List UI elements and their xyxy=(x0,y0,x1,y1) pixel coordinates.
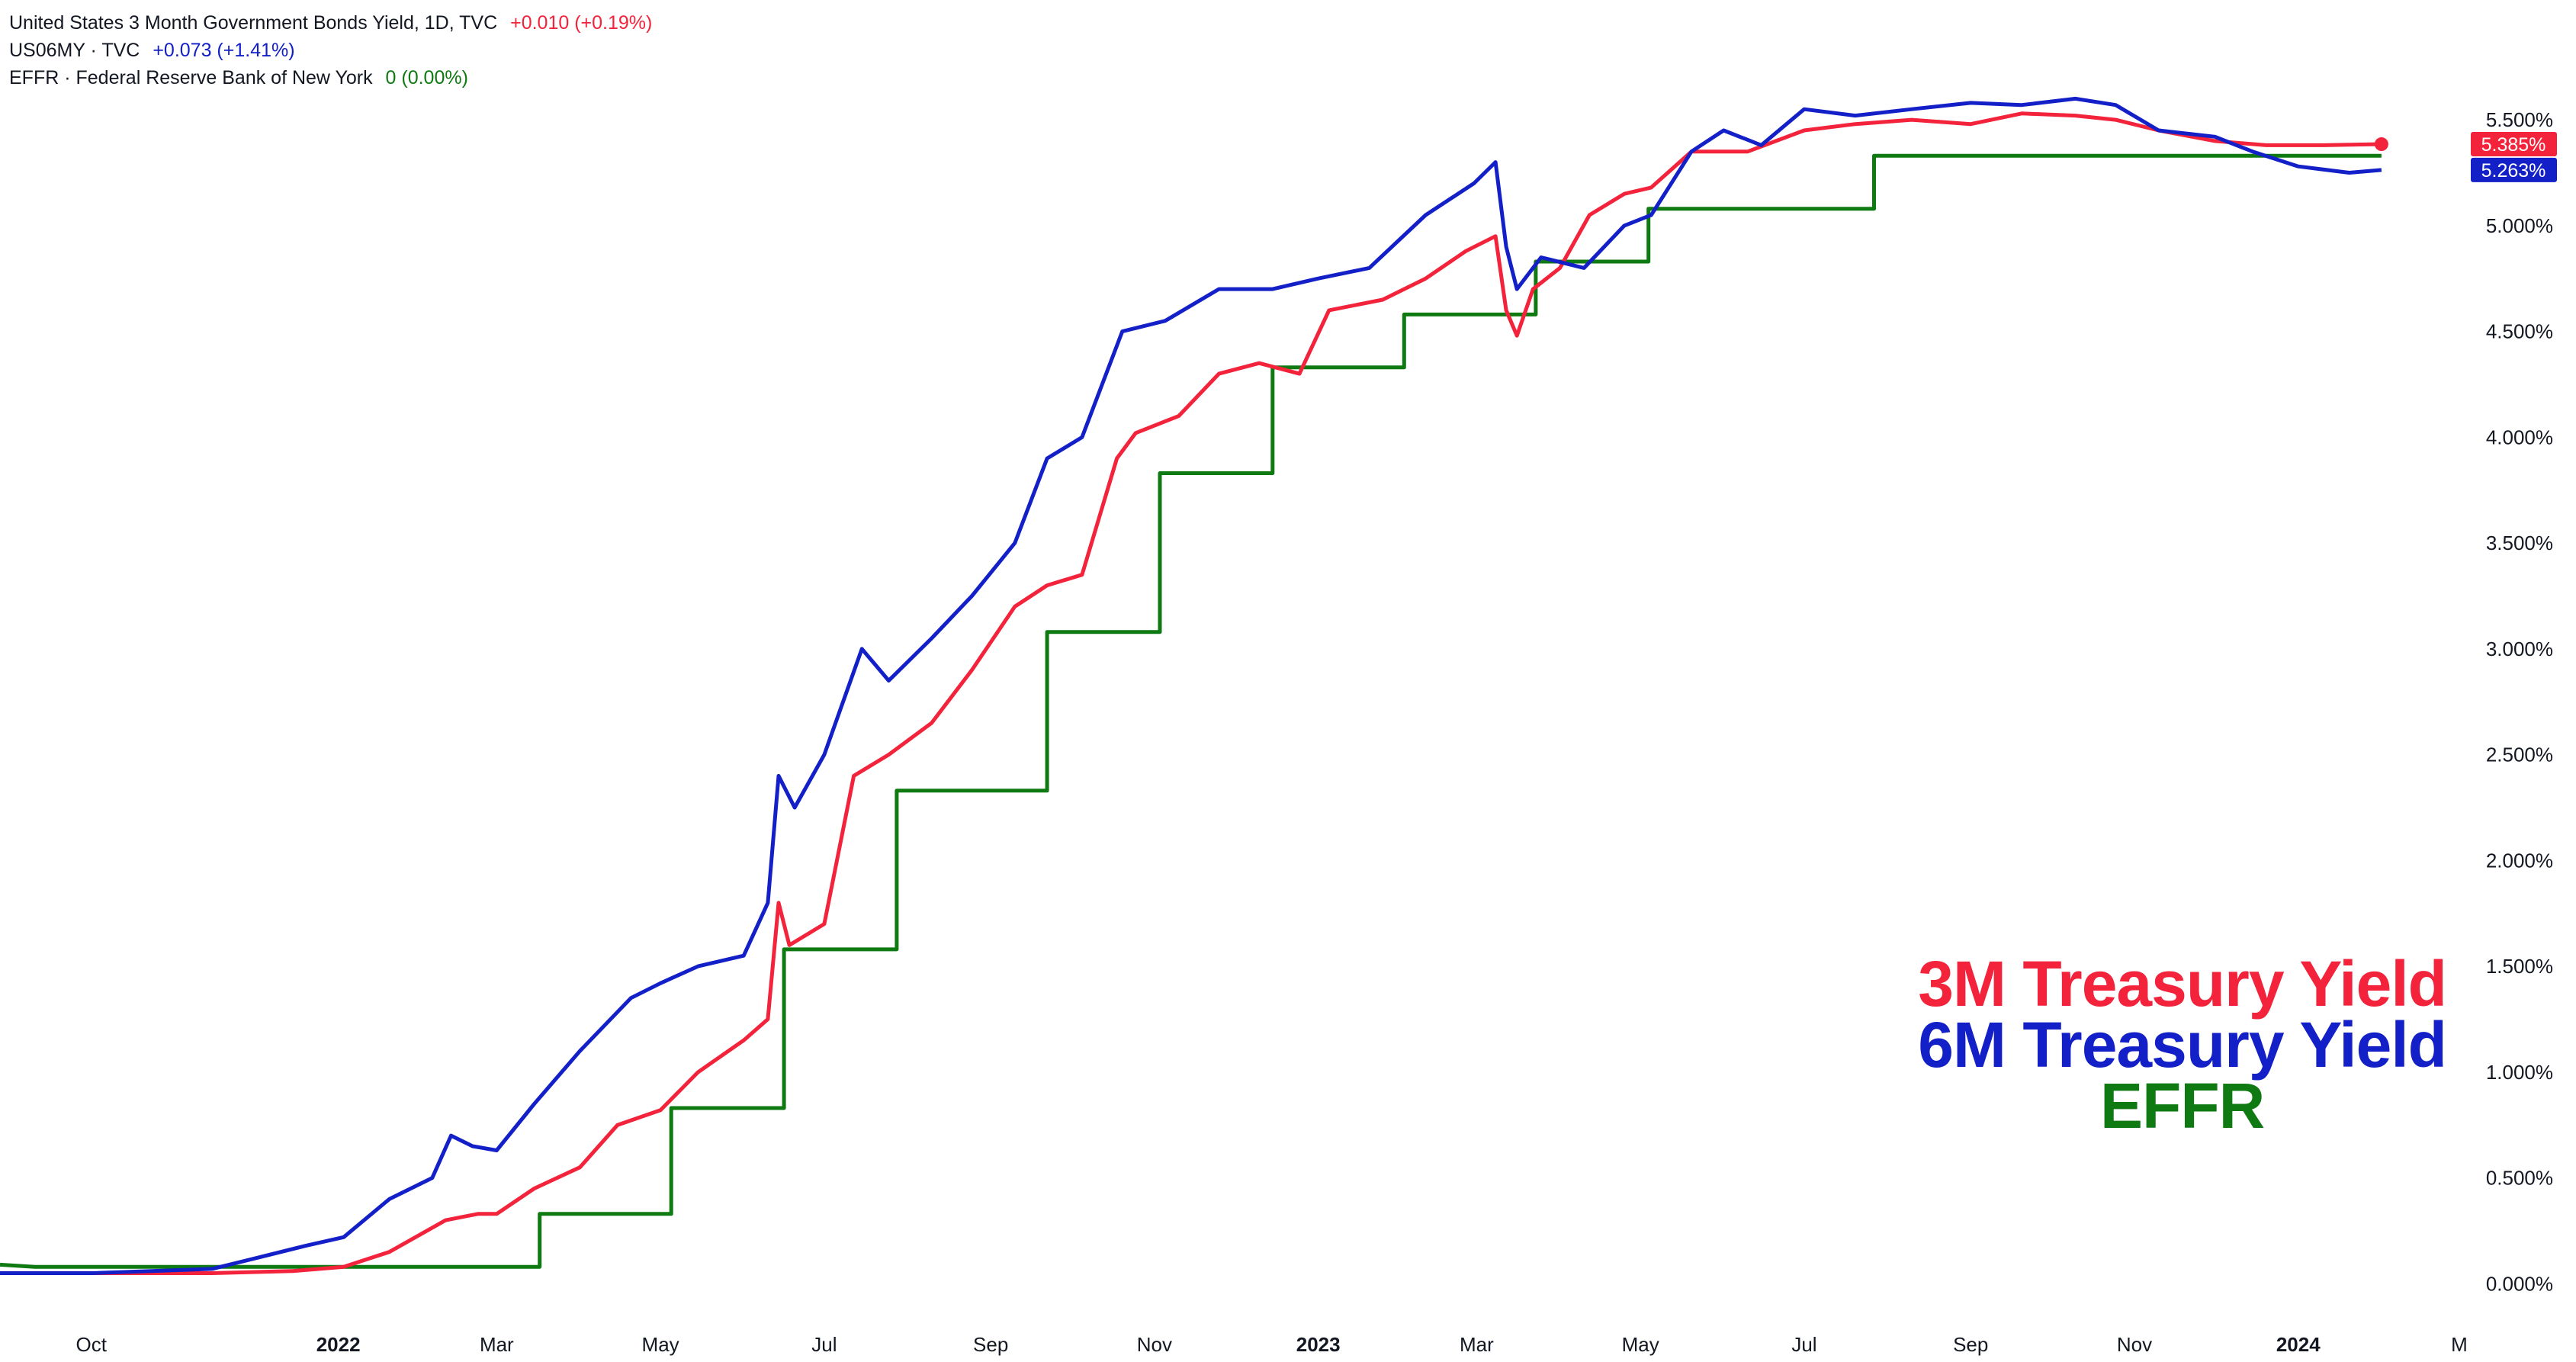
legend-change-3m: +0.010 (+0.19%) xyxy=(510,12,653,34)
price-badge-label-0: 5.385% xyxy=(2481,134,2546,156)
x-tick-label: Sep xyxy=(973,1333,1008,1356)
x-tick-label: Mar xyxy=(1460,1333,1494,1356)
y-tick-label: 5.000% xyxy=(2486,214,2553,237)
title-6m: 6M Treasury Yield xyxy=(1918,1009,2447,1081)
x-tick-label: Jul xyxy=(1791,1333,1816,1356)
x-tick-label: M xyxy=(2451,1333,2468,1356)
legend-change-effr: 0 (0.00%) xyxy=(385,67,468,88)
legend-row-effr[interactable]: EFFR · Federal Reserve Bank of New York … xyxy=(9,64,660,92)
y-tick-label: 1.000% xyxy=(2486,1061,2553,1084)
y-tick-label: 4.500% xyxy=(2486,320,2553,343)
x-tick-label: Mar xyxy=(480,1333,514,1356)
x-tick-label: 2022 xyxy=(316,1333,361,1356)
y-tick-label: 4.000% xyxy=(2486,426,2553,448)
series-layer xyxy=(0,96,2388,1275)
x-tick-label: 2024 xyxy=(2276,1333,2321,1356)
x-tick-label: May xyxy=(1622,1333,1659,1356)
y-tick-label: 3.000% xyxy=(2486,638,2553,660)
y-tick-label: 5.500% xyxy=(2486,108,2553,131)
price-badge-1 xyxy=(2471,157,2557,182)
series-title-block: 3M Treasury Yield 6M Treasury Yield EFFR xyxy=(1918,948,2447,1142)
series-line-1 xyxy=(0,96,2382,1275)
y-axis: 0.000% 0.500% 1.000% 1.500% 2.000% 2.500% 3.00… xyxy=(2486,108,2553,1295)
price-labels: 5.385% 5.263% xyxy=(2471,132,2557,182)
title-3m: 3M Treasury Yield xyxy=(1918,948,2447,1020)
legend-name-6m: US06MY · TVC xyxy=(9,40,140,61)
legend-row-3m[interactable]: United States 3 Month Government Bonds Y… xyxy=(9,9,660,37)
y-tick-label: 1.500% xyxy=(2486,955,2553,978)
series-line-0 xyxy=(0,111,2382,1275)
x-tick-label: Sep xyxy=(1953,1333,1988,1356)
x-tick-label: May xyxy=(642,1333,679,1356)
series-end-dot xyxy=(2374,137,2388,152)
series-line-2 xyxy=(0,153,2382,1269)
legend-row-6m[interactable]: US06MY · TVC +0.073 (+1.41%) xyxy=(9,37,660,64)
y-tick-label: 2.000% xyxy=(2486,849,2553,872)
legend-name-3m: United States 3 Month Government Bonds Y… xyxy=(9,12,498,34)
x-tick-label: Nov xyxy=(1137,1333,1172,1356)
legend-change-6m: +0.073 (+1.41%) xyxy=(153,40,295,61)
y-tick-label: 0.000% xyxy=(2486,1272,2553,1295)
price-badge-label-1: 5.263% xyxy=(2481,160,2546,181)
x-tick-label: 2023 xyxy=(1296,1333,1341,1356)
price-badge-0 xyxy=(2471,132,2557,157)
x-tick-label: Oct xyxy=(75,1333,107,1356)
legend: United States 3 Month Government Bonds Y… xyxy=(9,9,660,92)
x-tick-label: Nov xyxy=(2117,1333,2152,1356)
x-axis: Oct 2022 Mar May Jul Sep Nov 2023 Mar May Jul Sep No… xyxy=(75,1333,2467,1356)
legend-name-effr: EFFR · Federal Reserve Bank of New York xyxy=(9,67,373,88)
x-tick-label: Jul xyxy=(811,1333,837,1356)
title-effr: EFFR xyxy=(2099,1070,2265,1142)
y-tick-label: 3.500% xyxy=(2486,532,2553,554)
y-tick-label: 0.500% xyxy=(2486,1167,2553,1190)
y-tick-label: 2.500% xyxy=(2486,744,2553,766)
